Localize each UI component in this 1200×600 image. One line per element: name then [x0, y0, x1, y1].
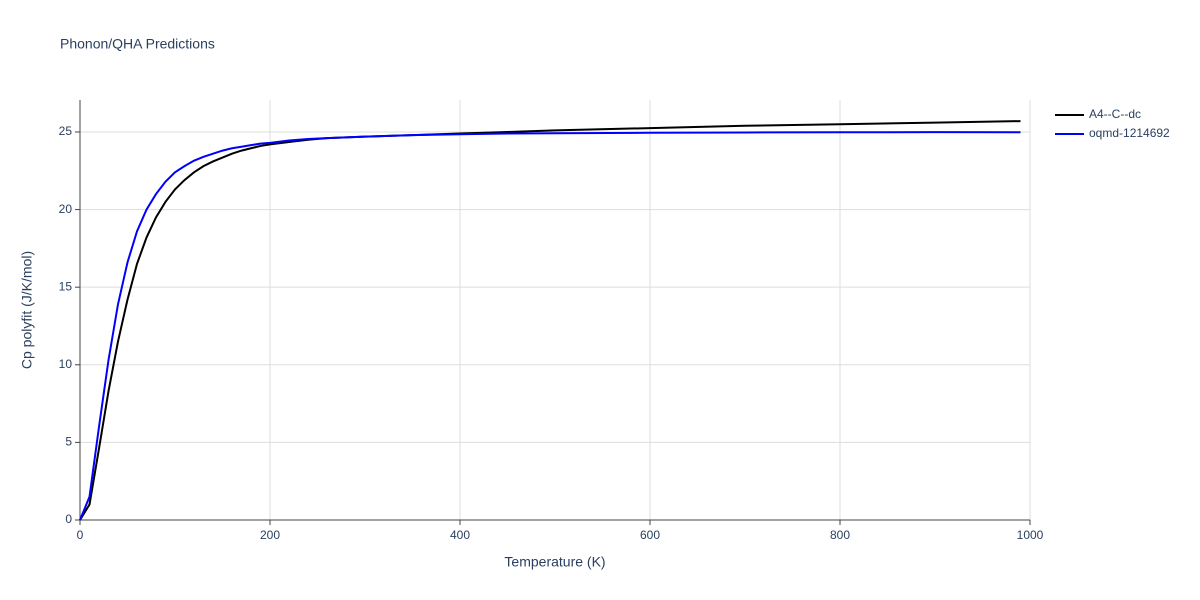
y-tick-label: 25 — [59, 124, 73, 138]
series-line — [79, 131, 1021, 521]
x-tick-label: 0 — [77, 528, 84, 542]
y-tick-label: 0 — [65, 512, 72, 526]
x-tick-label: 400 — [450, 528, 470, 542]
series-line — [79, 120, 1021, 521]
x-tick-label: 800 — [830, 528, 850, 542]
y-axis-label: Cp polyfit (J/K/mol) — [19, 251, 35, 369]
y-tick-label: 10 — [59, 357, 73, 371]
y-tick-label: 20 — [59, 202, 73, 216]
legend-label: A4--C--dc — [1089, 107, 1141, 121]
y-tick-label: 15 — [59, 279, 73, 293]
x-tick-label: 600 — [640, 528, 660, 542]
x-tick-label: 1000 — [1017, 528, 1044, 542]
chart-title: Phonon/QHA Predictions — [60, 36, 215, 52]
legend-label: oqmd-1214692 — [1089, 126, 1170, 140]
x-axis-label: Temperature (K) — [504, 554, 605, 570]
y-tick-label: 5 — [65, 435, 72, 449]
x-tick-label: 200 — [260, 528, 280, 542]
